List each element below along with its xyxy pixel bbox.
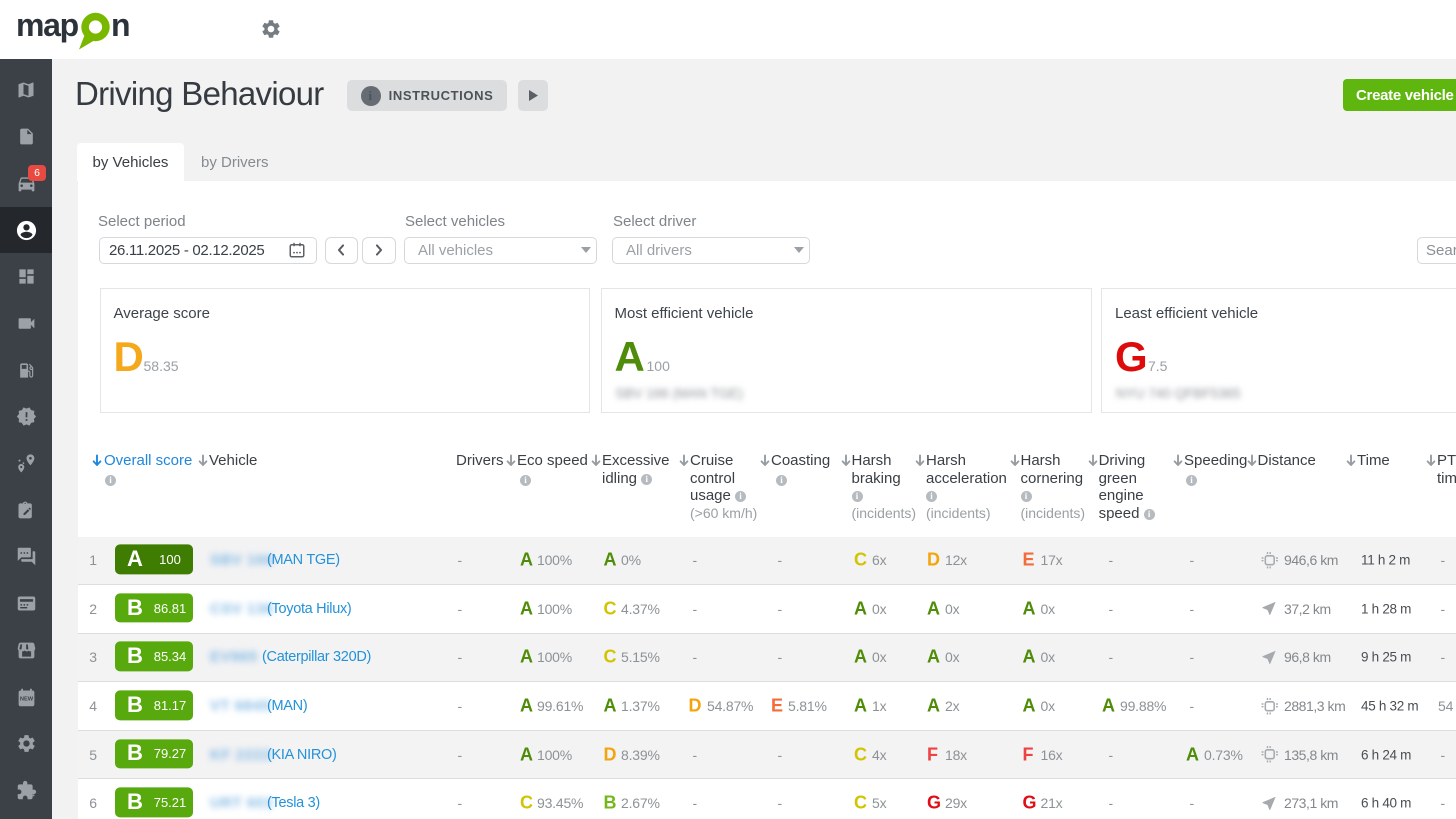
svg-text:NEW: NEW: [19, 696, 33, 702]
svg-text:n: n: [111, 7, 129, 43]
svg-text:map: map: [17, 7, 79, 43]
